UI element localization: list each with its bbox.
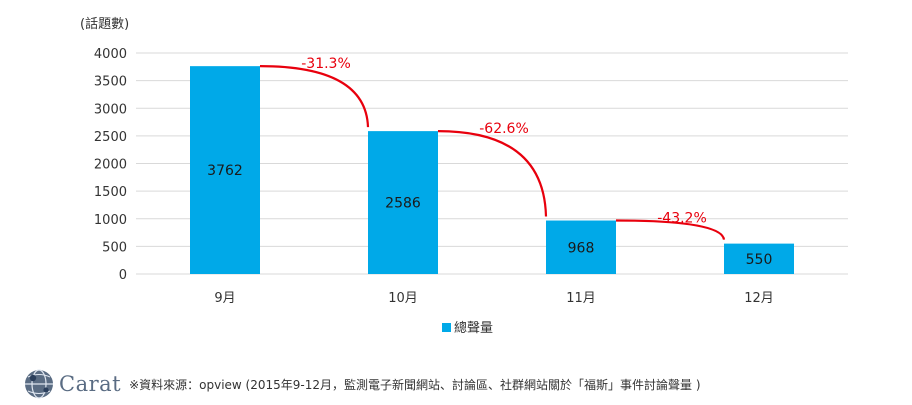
x-tick-labels: 9月 10月 11月 12月	[214, 291, 773, 306]
y-tick-label: 1500	[94, 185, 127, 200]
change-arc	[437, 130, 548, 217]
change-arc	[259, 65, 370, 128]
bar-value-label: 2586	[385, 196, 421, 212]
carat-logo: Carat	[22, 368, 121, 400]
bar	[724, 243, 794, 274]
y-tick-label: 3000	[94, 102, 127, 117]
footer: Carat ※資料來源：opview (2015年9-12月，監測電子新聞網站、…	[22, 368, 902, 400]
bar	[190, 66, 260, 274]
x-tick-label: 9月	[214, 291, 235, 306]
bars	[190, 66, 794, 274]
x-tick-label: 10月	[388, 291, 418, 306]
source-note: ※資料來源：opview (2015年9-12月，監測電子新聞網站、討論區、社群…	[129, 377, 701, 392]
change-arc	[615, 219, 726, 240]
y-tick-labels: 0 500 1000 1500 2000 2500 3000 3500 4000	[94, 47, 127, 283]
y-tick-label: 4000	[94, 47, 127, 62]
bar-value-label: 968	[568, 240, 595, 256]
value-labels: 3762 2586 968 550	[207, 163, 772, 268]
y-axis-label: (話題數)	[80, 16, 129, 32]
change-label: -43.2%	[657, 211, 707, 227]
y-tick-label: 2500	[94, 130, 127, 145]
bar	[368, 131, 438, 274]
x-tick-label: 11月	[566, 291, 596, 306]
y-tick-label: 2000	[94, 158, 127, 173]
bar-value-label: 550	[746, 252, 773, 268]
change-annotations: -31.3% -62.6% -43.2%	[259, 56, 726, 240]
carat-globe-icon	[25, 369, 53, 399]
legend-label: 總聲量	[454, 320, 493, 336]
bar	[546, 220, 616, 274]
y-tick-label: 500	[102, 240, 127, 255]
bar-value-label: 3762	[207, 163, 243, 179]
y-tick-label: 0	[119, 268, 127, 283]
y-tick-label: 3500	[94, 75, 127, 90]
y-tick-label: 1000	[94, 213, 127, 228]
change-label: -62.6%	[479, 121, 529, 137]
change-label: -31.3%	[301, 56, 351, 72]
legend-swatch	[442, 323, 451, 332]
bar-chart: (話題數) 0 500 1000 1500 2000 2500 3000 3500 4000 3…	[80, 16, 848, 336]
legend: 總聲量	[442, 320, 493, 336]
x-tick-label: 12月	[744, 291, 774, 306]
logo-wordmark: Carat	[59, 372, 122, 396]
